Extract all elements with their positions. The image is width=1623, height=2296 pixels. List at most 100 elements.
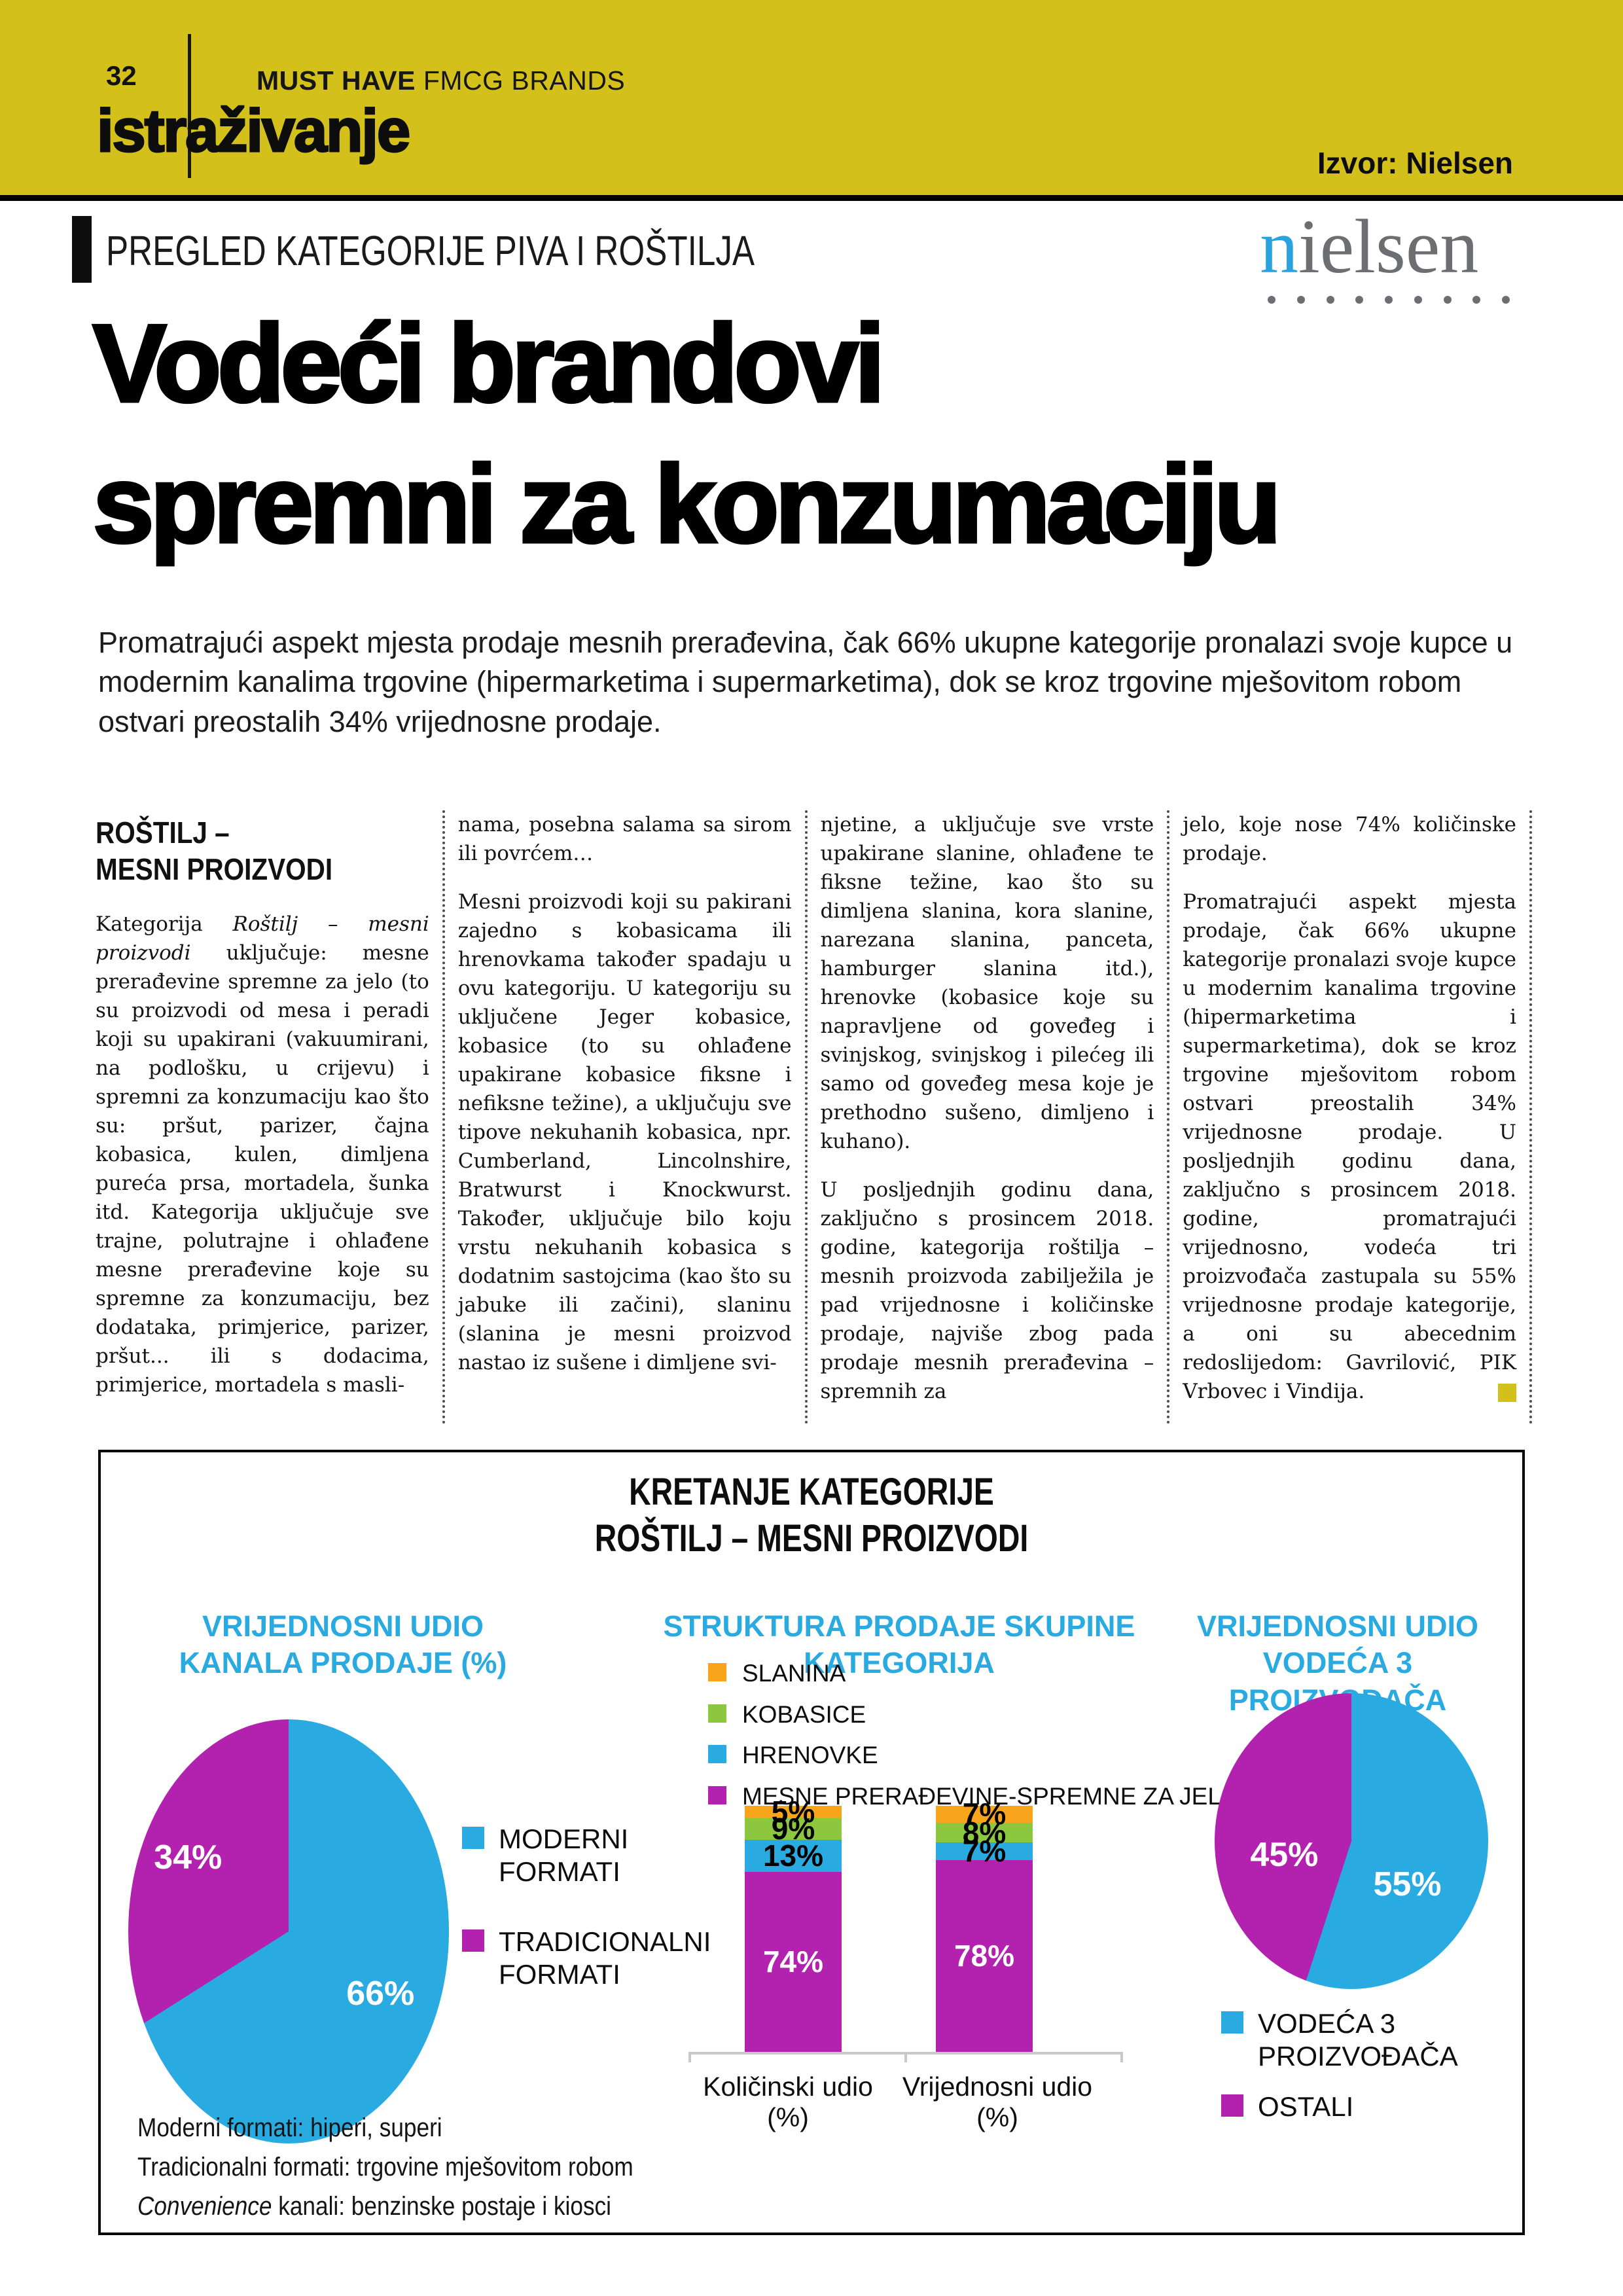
body-paragraph: nama, posebna salama sa sirom ili povrće… (457, 813, 792, 865)
pie-value-tradicionalni: 34% (154, 1839, 223, 1877)
nielsen-rest: ielsen (1298, 204, 1479, 289)
bar-segment-value: 7% (962, 1833, 1007, 1868)
bar-segment: 13% (745, 1838, 842, 1873)
page-number: 32 (106, 60, 137, 91)
legend-label: VODEĆA 3 PROIZVOĐAČA (1258, 2008, 1458, 2072)
body-paragraph: Promatrajući aspekt mjesta prodaje, čak … (1183, 890, 1516, 1403)
footnote-tradicionalni: Tradicionalni formati: trgovine mješovit… (137, 2153, 633, 2181)
bar-segment: 5% (745, 1796, 842, 1827)
legend-swatch (462, 1929, 484, 1952)
bar-segment: 78% (936, 1859, 1033, 2052)
legend-item: KOBASICE (708, 1700, 1192, 1729)
pie-value-ostali: 45% (1250, 1835, 1319, 1874)
legend-item: VODEĆA 3 PROIZVOĐAČA (1221, 2007, 1522, 2073)
masthead-divider (188, 34, 191, 178)
legend-swatch (1221, 2011, 1243, 2034)
kicker-text: PREGLED KATEGORIJE PIVA I ROŠTILJA (106, 227, 755, 274)
nielsen-logo: nielsen (1260, 208, 1535, 304)
axis-tick (904, 2052, 907, 2062)
masthead: 32 MUST HAVE FMCG BRANDS istraživanje Iz… (0, 0, 1623, 201)
article-heading: ROŠTILJ – MESNI PROIZVODI (96, 816, 333, 887)
footnote-moderni: Moderni formati: hiperi, superi (137, 2113, 442, 2142)
bar-segment-value: 9% (771, 1811, 815, 1846)
nielsen-dots (1268, 296, 1510, 304)
footnote-convenience: Convenience kanali: benzinske postaje i … (137, 2192, 611, 2221)
brand-text: MUST HAVE FMCG BRANDS (257, 65, 625, 96)
legend-label: KOBASICE (742, 1700, 866, 1728)
category-name-italic: Roštilj – mesni proizvodi (96, 912, 429, 965)
chart-title: KRETANJE KATEGORIJE ROŠTILJ – MESNI PROIZ… (594, 1471, 1029, 1560)
legend-label: TRADICIONALNI FORMATI (499, 1926, 711, 1990)
legend-swatch (462, 1827, 484, 1849)
bar-category-labels: Količinski udio (%) Vrijednosni udio (%) (683, 2072, 1102, 2133)
category-label-kolicinski: Količinski udio (%) (703, 2072, 873, 2132)
legend-swatch (1221, 2094, 1243, 2117)
body-paragraph: U posljednjih godinu dana, zaključno s p… (820, 1178, 1154, 1403)
bar-segment: 7% (936, 1799, 1033, 1829)
kicker-bar (72, 216, 92, 283)
legend-label: HRENOVKE (742, 1742, 878, 1769)
legend-top-producers: VODEĆA 3 PROIZVOĐAČA OSTALI (1221, 2007, 1522, 2123)
pie-value-moderni: 66% (346, 1974, 415, 2013)
headline-line1: Vodeći brandovi (91, 300, 886, 427)
legend-sales-channels: MODERNI FORMATI TRADICIONALNI FORMATI (462, 1823, 737, 1992)
legend-label: OSTALI (1258, 2090, 1354, 2122)
legend-swatch (708, 1704, 726, 1723)
stacked-bar-chart: 5% 9% 13% 74% 7% 8% 7% 78% (745, 1796, 1033, 2052)
axis-tick (1120, 2052, 1123, 2062)
bar-segment-value: 7% (962, 1797, 1007, 1831)
bar-segment-value: 78% (954, 1938, 1015, 1973)
bar-segment-value: 13% (762, 1838, 824, 1873)
pie-chart-sales-channels: 66% 34% (128, 1719, 449, 2144)
legend-swatch (708, 1786, 726, 1805)
body-paragraph: jelo, koje nose 74% količinske prodaje. (1183, 813, 1516, 865)
bar-column: 5% 9% 13% 74% (745, 1796, 842, 2052)
legend-item: MODERNI FORMATI (462, 1823, 737, 1889)
bar-segment: 74% (745, 1871, 842, 2052)
chart-footnotes: Moderni formati: hiperi, superi Tradicio… (137, 2108, 633, 2226)
axis-tick (688, 2052, 691, 2062)
pie-value-vodeca3: 55% (1373, 1865, 1442, 1904)
legend-item: HRENOVKE (708, 1742, 1192, 1769)
column-4: jelo, koje nose 74% količinske prodaje. … (1183, 810, 1532, 1424)
legend-category-structure: SLANINA KOBASICE HRENOVKE MESNE PRERAĐEVINE… (708, 1660, 1240, 1810)
column-2: nama, posebna salama sa sirom ili povrće… (458, 810, 808, 1424)
legend-item: MESNE PRERAĐEVINE-SPREMNE ZA JELO (708, 1783, 1240, 1810)
body-paragraph: Mesni proizvodi koji su pakirani zajedno… (457, 890, 792, 1374)
bar-segment-value: 74% (762, 1944, 824, 1979)
legend-item: OSTALI (1221, 2090, 1522, 2123)
pie-chart-top-producers: 55% 45% (1215, 1693, 1488, 1989)
nielsen-blue-n: n (1260, 204, 1298, 289)
bar-segment-value: 5% (771, 1794, 815, 1829)
end-mark (1498, 1384, 1516, 1402)
lead-paragraph: Promatrajući aspekt mjesta prodaje mesni… (98, 626, 1513, 738)
chart-subtitle-structure: STRUKTURA PRODAJE SKUPINE KATEGORIJA (663, 1609, 1135, 1680)
column-1: ROŠTILJ – MESNI PROIZVODI Kategorija Rošt… (96, 810, 445, 1424)
headline: Vodeći brandovi spremni za konzumaciju (91, 293, 1283, 575)
legend-swatch (708, 1663, 726, 1681)
headline-line2: spremni za konzumaciju (92, 441, 1283, 567)
legend-label: MODERNI FORMATI (499, 1823, 629, 1888)
bar-segment: 7% (936, 1836, 1033, 1866)
column-3: njetine, a uključuje sve vrste upakirane… (821, 810, 1170, 1424)
bar-segment: 8% (936, 1817, 1033, 1848)
body-paragraph: Kategorija Roštilj – mesni proizvodi ukl… (96, 912, 429, 1397)
category-label-vrijednosni: Vrijednosni udio (%) (902, 2072, 1093, 2132)
legend-swatch (708, 1745, 726, 1764)
section-title: istraživanje (96, 97, 411, 166)
bar-segment: 9% (745, 1811, 842, 1846)
brand-bold: MUST HAVE (257, 65, 416, 96)
chart-subtitle-channels: VRIJEDNOSNI UDIO KANALA PRODAJE (%) (179, 1609, 507, 1680)
bar-segment-value: 8% (962, 1815, 1007, 1850)
source-label: Izvor: Nielsen (1317, 146, 1513, 180)
legend-item: TRADICIONALNI FORMATI (462, 1926, 737, 1992)
legend-label: SLANINA (742, 1660, 846, 1687)
chart-panel: KRETANJE KATEGORIJE ROŠTILJ – MESNI PROIZ… (98, 1450, 1525, 2235)
article-columns: ROŠTILJ – MESNI PROIZVODI Kategorija Rošt… (96, 810, 1545, 1424)
brand-light: FMCG BRANDS (415, 65, 626, 96)
body-paragraph: njetine, a uključuje sve vrste upakirane… (820, 813, 1154, 1153)
bar-column: 7% 8% 7% 78% (936, 1799, 1033, 2052)
legend-item: SLANINA (708, 1660, 1192, 1687)
legend-label: MESNE PRERAĐEVINE-SPREMNE ZA JELO (742, 1783, 1240, 1810)
